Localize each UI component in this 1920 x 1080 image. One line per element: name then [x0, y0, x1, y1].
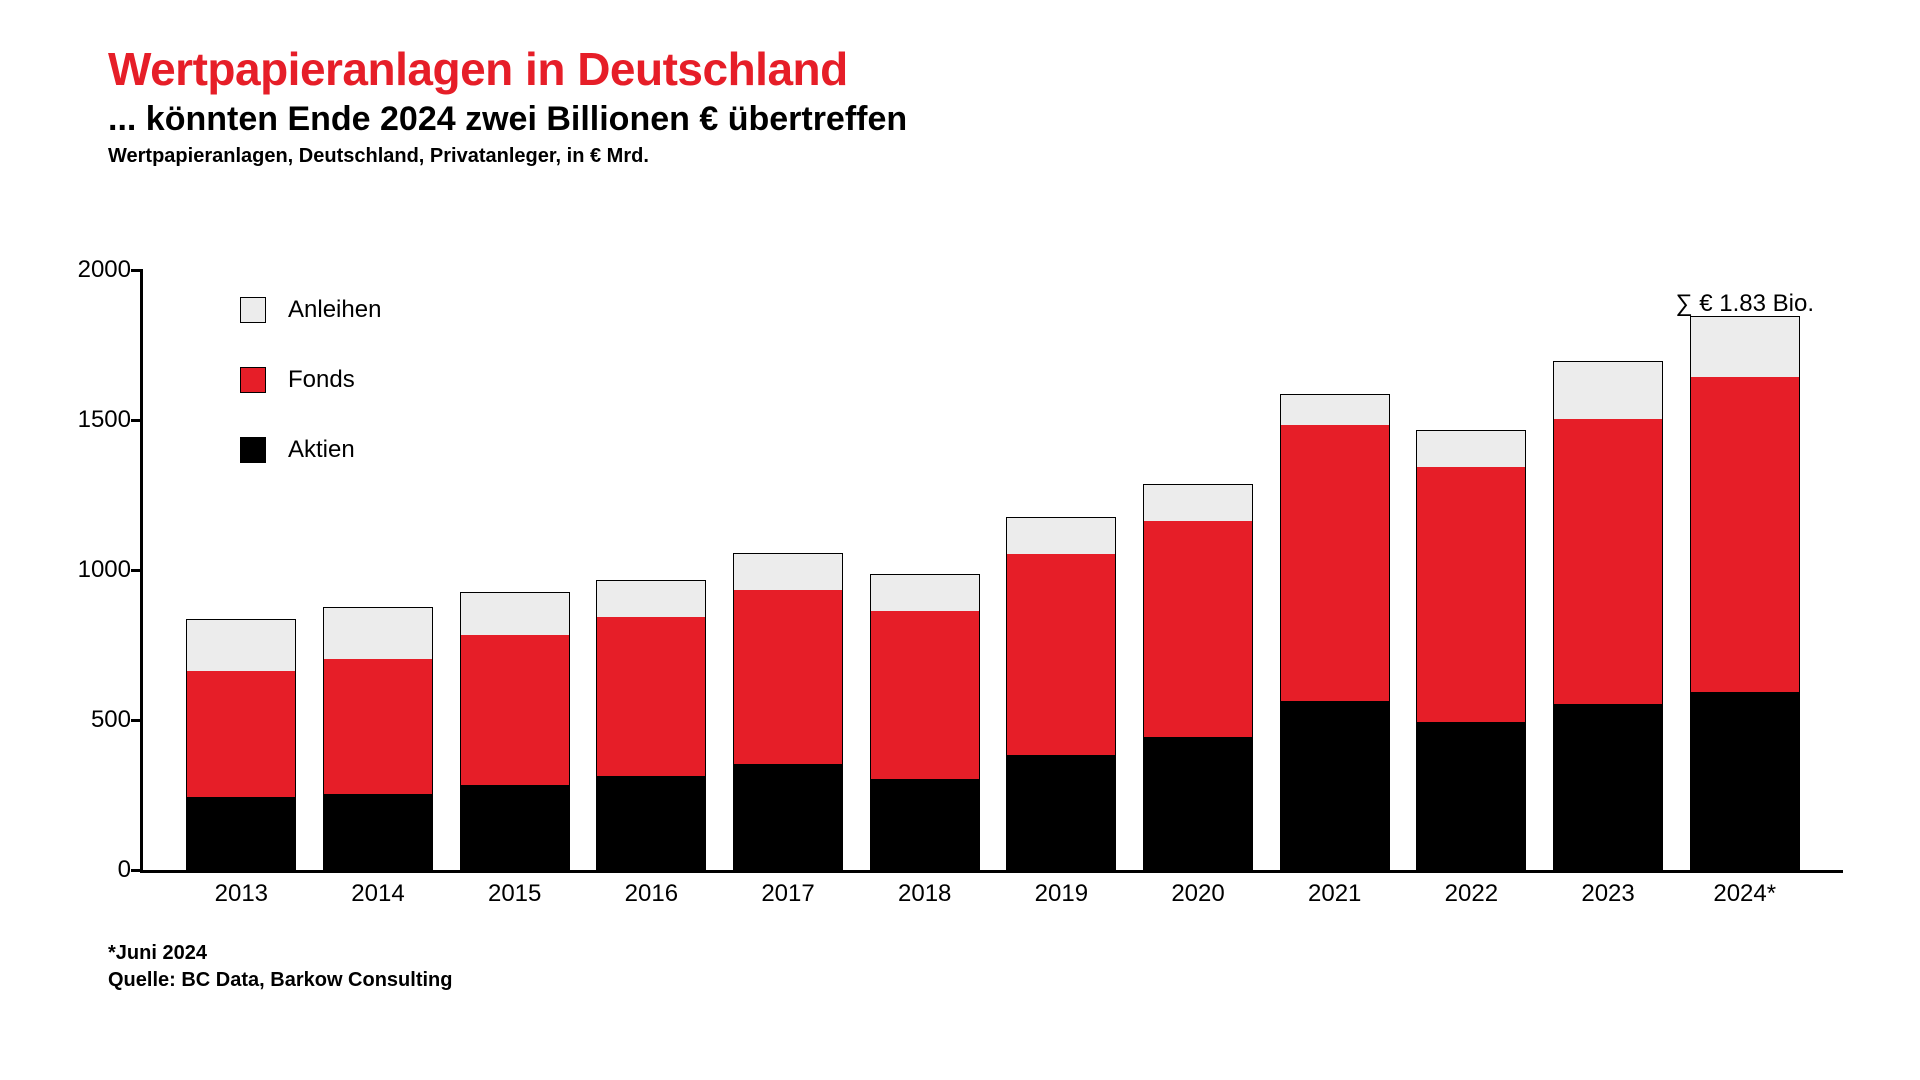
bar-slot: 2020: [1130, 270, 1267, 870]
stacked-bar: [870, 574, 980, 870]
bar-segment-fonds: [1144, 521, 1252, 737]
y-axis-label: 2000: [71, 256, 131, 284]
x-axis-label: 2014: [351, 880, 404, 908]
x-axis-label: 2022: [1445, 880, 1498, 908]
bar-segment-anleihen: [871, 575, 979, 611]
bar-segment-fonds: [1007, 554, 1115, 755]
bar-segment-aktien: [734, 764, 842, 869]
bar-segment-aktien: [597, 776, 705, 869]
bar-segment-anleihen: [1417, 431, 1525, 467]
bar-segment-aktien: [324, 794, 432, 869]
x-axis-label: 2013: [215, 880, 268, 908]
y-axis-label: 0: [71, 856, 131, 884]
y-tick: [131, 419, 143, 422]
sum-annotation: ∑ € 1.83 Bio.: [1675, 290, 1814, 318]
page: Wertpapieranlagen in Deutschland ... kön…: [0, 0, 1920, 1080]
bar-segment-anleihen: [1554, 362, 1662, 419]
bar-segment-aktien: [1554, 704, 1662, 869]
bar-segment-fonds: [324, 659, 432, 794]
bar-segment-aktien: [1007, 755, 1115, 869]
bar-segment-fonds: [871, 611, 979, 779]
stacked-bar: [323, 607, 433, 870]
stacked-bar: [1553, 361, 1663, 870]
x-axis-label: 2024*: [1713, 880, 1776, 908]
y-axis-label: 1500: [71, 406, 131, 434]
bar-segment-fonds: [187, 671, 295, 797]
bar-slot: 2019: [993, 270, 1130, 870]
y-axis-label: 500: [71, 706, 131, 734]
bar-segment-anleihen: [324, 608, 432, 659]
bar-segment-fonds: [597, 617, 705, 776]
bar-slot: 2013: [173, 270, 310, 870]
bar-slot: 2016: [583, 270, 720, 870]
bar-slot: 2018: [856, 270, 993, 870]
bar-segment-fonds: [1417, 467, 1525, 722]
bar-slot: 2024*∑ € 1.83 Bio.: [1676, 270, 1813, 870]
x-axis-label: 2015: [488, 880, 541, 908]
bar-segment-anleihen: [597, 581, 705, 617]
bar-segment-fonds: [734, 590, 842, 764]
footnotes: *Juni 2024 Quelle: BC Data, Barkow Consu…: [108, 940, 452, 994]
bar-segment-fonds: [1554, 419, 1662, 704]
chart-description: Wertpapieranlagen, Deutschland, Privatan…: [108, 145, 907, 168]
bars-container: 2013201420152016201720182019202020212022…: [143, 270, 1843, 870]
x-axis-label: 2019: [1035, 880, 1088, 908]
x-axis-label: 2021: [1308, 880, 1361, 908]
plot-area: 2013201420152016201720182019202020212022…: [140, 270, 1843, 873]
footnote-source: Quelle: BC Data, Barkow Consulting: [108, 967, 452, 994]
bar-segment-aktien: [1281, 701, 1389, 869]
y-tick: [131, 719, 143, 722]
bar-segment-anleihen: [461, 593, 569, 635]
bar-segment-anleihen: [1144, 485, 1252, 521]
y-tick: [131, 569, 143, 572]
x-axis-label: 2020: [1171, 880, 1224, 908]
bar-segment-fonds: [1281, 425, 1389, 701]
bar-slot: 2015: [446, 270, 583, 870]
stacked-bar: [596, 580, 706, 870]
bar-segment-aktien: [1144, 737, 1252, 869]
bar-slot: 2014: [310, 270, 447, 870]
bar-segment-aktien: [1417, 722, 1525, 869]
stacked-bar: [460, 592, 570, 870]
x-axis-label: 2017: [761, 880, 814, 908]
bar-segment-aktien: [461, 785, 569, 869]
bar-slot: 2022: [1403, 270, 1540, 870]
bar-segment-aktien: [1691, 692, 1799, 869]
stacked-bar: [1280, 394, 1390, 870]
stacked-bar: [1143, 484, 1253, 870]
bar-segment-anleihen: [1007, 518, 1115, 554]
header-block: Wertpapieranlagen in Deutschland ... kön…: [108, 42, 907, 168]
footnote-asterisk: *Juni 2024: [108, 940, 452, 967]
bar-segment-fonds: [1691, 377, 1799, 692]
bar-slot: 2021: [1266, 270, 1403, 870]
bar-segment-anleihen: [734, 554, 842, 590]
bar-slot: 2023: [1540, 270, 1677, 870]
stacked-bar: [1416, 430, 1526, 870]
bar-segment-anleihen: [1281, 395, 1389, 425]
chart-subtitle: ... könnten Ende 2024 zwei Billionen € ü…: [108, 100, 907, 139]
x-axis-label: 2023: [1581, 880, 1634, 908]
bar-segment-anleihen: [187, 620, 295, 671]
stacked-bar: [733, 553, 843, 870]
bar-segment-aktien: [187, 797, 295, 869]
y-axis-label: 1000: [71, 556, 131, 584]
chart-title: Wertpapieranlagen in Deutschland: [108, 42, 907, 96]
bar-slot: 2017: [720, 270, 857, 870]
bar-segment-fonds: [461, 635, 569, 785]
stacked-bar: [186, 619, 296, 870]
chart: 2013201420152016201720182019202020212022…: [80, 270, 1850, 920]
y-tick: [131, 869, 143, 872]
bar-segment-aktien: [871, 779, 979, 869]
stacked-bar: [1690, 316, 1800, 870]
x-axis-label: 2018: [898, 880, 951, 908]
bar-segment-anleihen: [1691, 317, 1799, 377]
x-axis-label: 2016: [625, 880, 678, 908]
stacked-bar: [1006, 517, 1116, 870]
y-tick: [131, 269, 143, 272]
